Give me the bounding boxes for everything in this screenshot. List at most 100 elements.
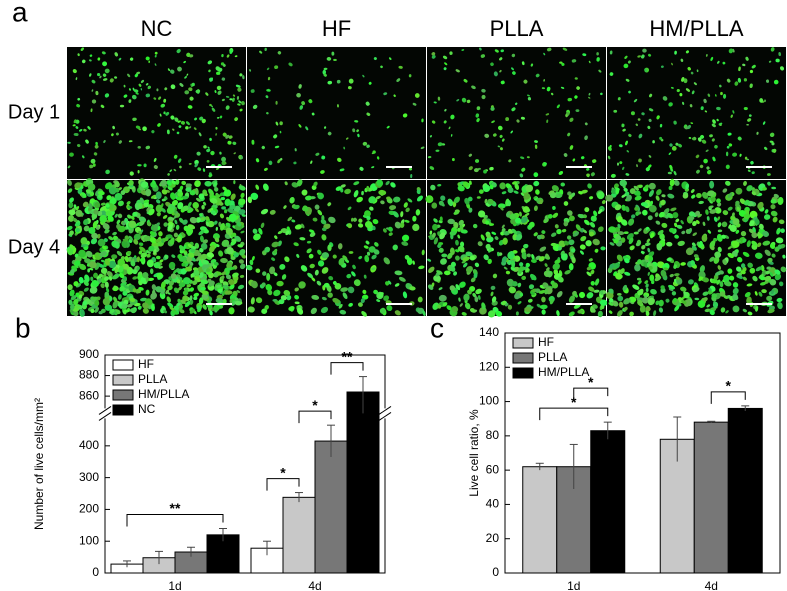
cell xyxy=(234,117,238,122)
cell xyxy=(550,92,554,96)
cell xyxy=(168,217,175,221)
cell xyxy=(68,299,73,306)
cell xyxy=(357,133,360,138)
cell xyxy=(102,61,108,67)
cell xyxy=(743,106,748,111)
cell xyxy=(437,142,443,147)
cell xyxy=(748,114,752,117)
cell xyxy=(762,121,766,125)
cell xyxy=(190,273,193,278)
cell xyxy=(249,69,252,72)
cell xyxy=(649,93,653,98)
cell xyxy=(67,141,71,144)
cell xyxy=(516,119,520,123)
cell xyxy=(208,280,215,286)
cell xyxy=(775,58,780,63)
cell xyxy=(764,99,766,103)
cell xyxy=(69,152,74,157)
cell xyxy=(177,66,182,72)
cell xyxy=(701,234,708,242)
cell xyxy=(236,95,240,100)
cell xyxy=(185,187,192,192)
cell xyxy=(241,101,245,106)
cell xyxy=(252,104,258,110)
cell xyxy=(138,128,142,131)
cell xyxy=(103,140,106,144)
cell xyxy=(138,250,143,255)
cell xyxy=(533,172,539,178)
cell xyxy=(343,146,346,150)
cell xyxy=(501,138,505,142)
cell xyxy=(719,84,722,88)
cell xyxy=(149,237,157,244)
cell xyxy=(89,59,92,62)
cell xyxy=(199,116,204,121)
cell xyxy=(131,94,137,100)
cell xyxy=(90,276,94,281)
cell xyxy=(186,284,192,288)
cell xyxy=(711,138,715,142)
cell xyxy=(115,132,119,136)
cell xyxy=(157,123,161,127)
cell xyxy=(117,258,126,266)
cell xyxy=(372,150,376,154)
cell xyxy=(137,305,142,310)
cell xyxy=(728,143,733,147)
cell xyxy=(213,220,218,225)
cell xyxy=(747,118,752,122)
cell xyxy=(114,241,120,249)
cell xyxy=(742,63,746,67)
cell xyxy=(194,159,199,165)
cell xyxy=(202,201,207,206)
cell xyxy=(323,73,327,77)
cell xyxy=(526,156,530,159)
cell xyxy=(192,202,199,209)
cell xyxy=(209,310,213,316)
cell xyxy=(669,143,673,147)
cell xyxy=(72,124,76,127)
cell xyxy=(389,57,392,60)
cell xyxy=(220,197,226,201)
cell xyxy=(366,144,370,148)
cell xyxy=(75,77,78,81)
cell xyxy=(221,271,226,276)
cell xyxy=(239,274,245,278)
cell xyxy=(778,51,782,57)
cell xyxy=(747,169,751,172)
cell xyxy=(116,250,123,257)
cell xyxy=(93,272,98,279)
cell xyxy=(734,81,739,86)
cell xyxy=(689,104,693,108)
cell xyxy=(250,89,255,93)
cell xyxy=(707,93,711,97)
cell xyxy=(491,120,495,124)
cell xyxy=(164,87,168,91)
cell xyxy=(148,245,155,252)
cell xyxy=(726,78,731,83)
cell xyxy=(170,69,175,74)
cell xyxy=(264,47,267,52)
cell xyxy=(468,153,473,157)
cell xyxy=(679,92,683,97)
bar xyxy=(282,496,316,574)
cell xyxy=(180,268,187,275)
x-tick-label: 1d xyxy=(168,579,181,591)
cell xyxy=(136,288,142,294)
cell xyxy=(687,124,692,130)
cell xyxy=(479,47,482,51)
cell xyxy=(380,65,383,69)
legend-swatch xyxy=(112,404,134,416)
cell xyxy=(617,97,621,101)
cell xyxy=(140,181,149,188)
cell xyxy=(596,52,599,56)
cell xyxy=(451,158,455,162)
cell xyxy=(339,168,345,172)
cell xyxy=(652,140,655,144)
cell xyxy=(183,251,188,256)
cell xyxy=(716,118,719,122)
cell xyxy=(92,163,96,167)
cell xyxy=(277,159,281,164)
cell xyxy=(188,126,192,129)
y-tick-label: 200 xyxy=(79,502,99,516)
cell xyxy=(122,290,128,296)
